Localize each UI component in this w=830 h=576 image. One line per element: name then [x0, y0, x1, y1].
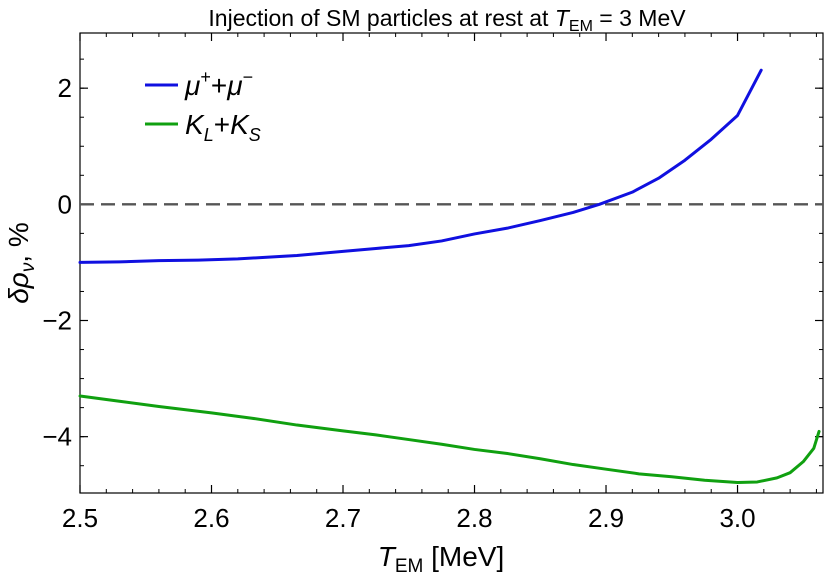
- x-tick-label: 2.6: [193, 503, 229, 533]
- legend-label-mu: μ++μ−: [184, 67, 253, 101]
- y-axis-symbol: δρ: [3, 272, 34, 304]
- legend-mu-a: μ: [184, 70, 200, 101]
- legend-k-mid: +: [214, 109, 230, 140]
- chart-title-suffix: = 3 MeV: [593, 5, 686, 31]
- x-tick-label: 2.7: [325, 503, 361, 533]
- series-line-muon: [78, 68, 763, 264]
- x-axis-subscript: EM: [395, 556, 424, 576]
- x-axis-title: TEM [MeV]: [378, 541, 505, 576]
- chart-title-symbol: T: [555, 5, 571, 31]
- legend-k-b-sub: S: [249, 125, 261, 145]
- x-tick-label: 2.9: [588, 503, 624, 533]
- legend-k-a: K: [185, 109, 205, 140]
- legend-k-b: K: [230, 109, 250, 140]
- y-tick-label: 2: [58, 73, 72, 103]
- x-axis-symbol: T: [378, 541, 397, 572]
- chart-title: Injection of SM particles at rest at TEM…: [208, 5, 686, 35]
- legend-mu-mid: +: [211, 70, 227, 101]
- y-tick-label: −4: [42, 422, 72, 452]
- chart-title-subscript: EM: [569, 18, 593, 35]
- legend-mu-b: μ: [226, 70, 242, 101]
- ticks-layer: 2.5 2.6 2.7 2.8 2.9 3.0 −4 −2 0 2: [42, 33, 823, 533]
- legend-k-a-sub: L: [204, 125, 214, 145]
- x-tick-label: 2.8: [456, 503, 492, 533]
- series-line-kaon: [78, 394, 821, 485]
- legend: μ++μ− KL+KS: [145, 67, 261, 145]
- series-layer: [78, 68, 821, 485]
- x-tick-label: 2.5: [62, 503, 98, 533]
- y-tick-label: 0: [58, 189, 72, 219]
- x-tick-label: 3.0: [719, 503, 755, 533]
- y-axis-title: δρν, %: [3, 222, 39, 304]
- legend-mu-a-sup: +: [200, 67, 211, 87]
- legend-mu-b-sup: −: [243, 67, 254, 87]
- x-axis-suffix: [MeV]: [423, 541, 504, 572]
- y-tick-label: −2: [42, 306, 72, 336]
- y-axis-subscript: ν: [18, 262, 39, 272]
- chart-title-prefix: Injection of SM particles at rest at: [208, 5, 554, 31]
- y-axis-suffix: , %: [3, 222, 34, 262]
- plot-frame: [79, 32, 824, 494]
- legend-label-kaon: KL+KS: [185, 109, 261, 145]
